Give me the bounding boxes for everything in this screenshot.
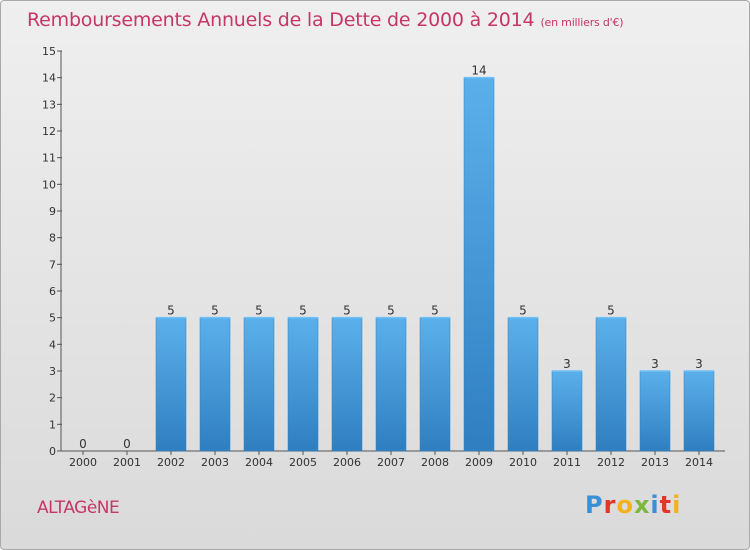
data-label: 5 xyxy=(299,304,307,318)
data-label: 3 xyxy=(651,357,659,371)
x-tick-label: 2006 xyxy=(333,456,361,469)
data-label: 3 xyxy=(695,357,703,371)
bar xyxy=(331,317,363,452)
y-tick-label: 2 xyxy=(49,392,56,405)
data-label: 5 xyxy=(255,304,263,318)
x-tick-label: 2013 xyxy=(641,456,669,469)
bar xyxy=(375,317,407,452)
y-tick-label: 12 xyxy=(42,125,56,138)
bar xyxy=(155,317,187,452)
x-tick-label: 2005 xyxy=(289,456,317,469)
x-tick-label: 2011 xyxy=(553,456,581,469)
chart-unit: (en milliers d'€) xyxy=(540,16,624,29)
x-tick-label: 2000 xyxy=(69,456,97,469)
y-tick-label: 14 xyxy=(42,72,56,85)
y-tick-label: 10 xyxy=(42,178,56,191)
bar xyxy=(683,370,715,452)
x-tick-label: 2014 xyxy=(685,456,713,469)
data-label: 3 xyxy=(563,357,571,371)
bar xyxy=(595,317,627,452)
x-tick-label: 2007 xyxy=(377,456,405,469)
bar xyxy=(463,77,495,452)
logo-letter: o xyxy=(616,491,634,519)
logo-letter: x xyxy=(633,491,651,519)
y-tick-label: 4 xyxy=(49,338,56,351)
logo-letter: i xyxy=(672,491,682,519)
bar xyxy=(507,317,539,452)
logo-letter: t xyxy=(659,491,673,519)
data-label: 5 xyxy=(607,304,615,318)
commune-name: ALTAGèNE xyxy=(37,498,120,518)
bar xyxy=(287,317,319,452)
bar xyxy=(551,370,583,452)
y-tick-label: 7 xyxy=(49,258,56,271)
y-tick-label: 9 xyxy=(49,205,56,218)
data-label: 5 xyxy=(343,304,351,318)
y-tick-label: 8 xyxy=(49,232,56,245)
y-tick-label: 0 xyxy=(49,445,56,458)
bar xyxy=(639,370,671,452)
bar xyxy=(243,317,275,452)
bar xyxy=(199,317,231,452)
data-label: 5 xyxy=(519,304,527,318)
x-tick-label: 2004 xyxy=(245,456,273,469)
proxiti-logo: Proxiti xyxy=(585,491,681,519)
y-tick-label: 5 xyxy=(49,312,56,325)
x-tick-label: 2002 xyxy=(157,456,185,469)
bar xyxy=(419,317,451,452)
logo-letter: r xyxy=(603,491,617,519)
x-tick-label: 2001 xyxy=(113,456,141,469)
x-tick-label: 2012 xyxy=(597,456,625,469)
y-tick-label: 15 xyxy=(42,45,56,58)
x-tick-label: 2010 xyxy=(509,456,537,469)
data-label: 0 xyxy=(123,437,131,451)
data-label: 5 xyxy=(431,304,439,318)
x-tick-label: 2008 xyxy=(421,456,449,469)
data-label: 5 xyxy=(387,304,395,318)
data-label: 5 xyxy=(167,304,175,318)
y-tick-label: 13 xyxy=(42,98,56,111)
logo-letter: i xyxy=(650,491,660,519)
y-tick-label: 3 xyxy=(49,365,56,378)
data-label: 14 xyxy=(471,64,486,78)
data-label: 5 xyxy=(211,304,219,318)
chart-title: Remboursements Annuels de la Dette de 20… xyxy=(27,9,624,31)
y-tick-label: 1 xyxy=(49,418,56,431)
logo-letter: P xyxy=(585,491,604,519)
y-tick-label: 11 xyxy=(42,152,56,165)
x-tick-label: 2009 xyxy=(465,456,493,469)
y-tick-label: 6 xyxy=(49,285,56,298)
x-tick-label: 2003 xyxy=(201,456,229,469)
chart-title-text: Remboursements Annuels de la Dette de 20… xyxy=(27,9,535,31)
data-label: 0 xyxy=(79,437,87,451)
